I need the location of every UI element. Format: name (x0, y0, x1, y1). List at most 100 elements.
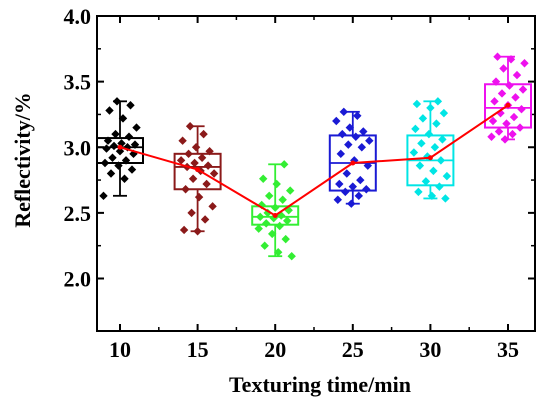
data-point (409, 148, 419, 157)
data-points (99, 52, 529, 261)
data-point (488, 116, 498, 126)
x-tick-label: 10 (109, 337, 131, 362)
data-point (124, 132, 134, 141)
data-point (117, 139, 126, 148)
data-point (120, 174, 129, 183)
data-point (517, 104, 526, 114)
plot-frame (96, 15, 536, 332)
data-point (286, 186, 295, 195)
data-point (109, 141, 119, 151)
box (173, 152, 222, 191)
data-point (115, 146, 125, 156)
x-tick-label: 25 (342, 337, 364, 362)
data-point (357, 143, 366, 152)
data-point (336, 149, 345, 159)
data-point (280, 160, 289, 169)
mean-marker (427, 155, 433, 161)
data-point (518, 85, 528, 94)
data-point (129, 149, 138, 159)
data-point (178, 136, 187, 145)
data-point (411, 124, 420, 134)
data-point (179, 225, 189, 235)
data-point (351, 132, 360, 141)
data-point (500, 135, 510, 144)
data-point (433, 97, 443, 106)
data-point (363, 161, 372, 170)
mean-line-path (119, 104, 509, 217)
data-point (277, 211, 286, 220)
data-point (103, 136, 113, 145)
data-point (184, 149, 193, 159)
data-point (354, 191, 363, 201)
data-point (106, 169, 116, 178)
data-point (332, 116, 341, 126)
data-point (441, 194, 450, 203)
data-point (502, 119, 511, 128)
data-point (421, 177, 431, 186)
data-point (338, 129, 347, 139)
data-point (347, 199, 356, 208)
data-point (205, 146, 214, 156)
data-point (508, 129, 517, 139)
data-point (439, 108, 449, 118)
y-tick-label: 4.0 (64, 4, 92, 29)
data-point (268, 229, 277, 239)
data-point (438, 135, 447, 144)
data-point (200, 215, 210, 224)
x-tick-label: 35 (497, 337, 519, 362)
data-point (412, 99, 422, 109)
data-point (274, 248, 283, 257)
data-point (342, 169, 351, 178)
data-point (281, 234, 290, 244)
data-point (506, 55, 516, 64)
data-point (426, 103, 435, 113)
data-point (511, 93, 520, 102)
data-point (333, 195, 342, 204)
data-point (263, 208, 272, 218)
data-point (275, 221, 284, 231)
data-point (512, 70, 522, 80)
data-point (414, 187, 423, 197)
data-point (490, 97, 499, 106)
data-point (188, 174, 198, 183)
y-tick-label: 2.5 (64, 201, 92, 226)
data-point (435, 182, 444, 191)
data-point (436, 156, 446, 165)
mean-marker (350, 160, 356, 166)
data-point (126, 101, 135, 110)
data-point (265, 191, 274, 201)
data-point (505, 81, 514, 90)
data-point (199, 129, 208, 139)
data-point (208, 202, 217, 211)
data-point (429, 166, 438, 176)
data-point (424, 129, 434, 139)
data-point (190, 158, 199, 168)
data-point (356, 175, 365, 185)
data-point (181, 185, 190, 194)
mean-marker (505, 102, 511, 108)
data-point (427, 191, 437, 201)
y-tick-label: 3.0 (64, 135, 92, 160)
data-point (442, 171, 452, 181)
plot-border (96, 15, 536, 332)
x-tick-label: 15 (187, 337, 209, 362)
data-point (287, 251, 296, 261)
mean-marker (272, 213, 278, 218)
data-point (339, 107, 348, 117)
data-point (344, 140, 353, 149)
data-point (99, 191, 108, 201)
x-axis: 10 15 20 25 30 35 (109, 16, 519, 362)
data-point (432, 119, 441, 128)
data-point (430, 143, 440, 152)
data-point (102, 144, 111, 153)
data-point (111, 129, 120, 139)
data-point (202, 179, 211, 189)
data-point (359, 127, 368, 136)
data-point (493, 52, 502, 61)
data-point (494, 127, 504, 136)
data-point (283, 216, 292, 225)
data-point (112, 97, 122, 106)
boxes (96, 55, 532, 258)
data-point (509, 112, 519, 122)
